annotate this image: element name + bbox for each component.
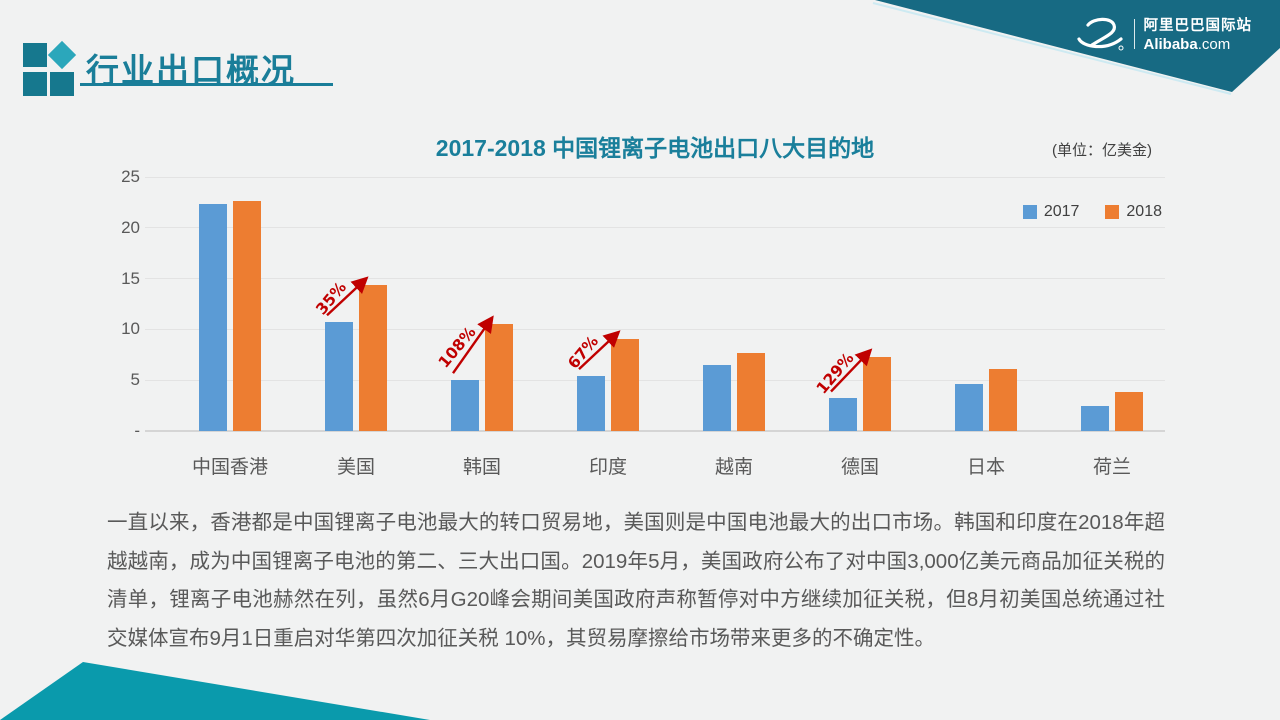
bar-2017-中国香港[interactable]: [199, 204, 227, 431]
growth-label-韩国: 108%: [434, 323, 480, 372]
header-square-2: [23, 72, 47, 96]
bar-2018-中国香港[interactable]: [233, 201, 261, 431]
bar-2018-韩国[interactable]: [485, 324, 513, 431]
page-title: 行业出口概况: [86, 52, 296, 89]
y-axis-tick-label: 10: [121, 319, 140, 339]
bar-2018-印度[interactable]: [611, 338, 639, 431]
header-square-3: [50, 72, 74, 96]
y-axis-tick-label: 5: [130, 370, 140, 390]
x-axis-line: [145, 430, 1165, 432]
y-axis-tick-label: 25: [121, 167, 140, 186]
y-axis-tick-label: 15: [121, 268, 140, 288]
x-axis-category-label: 美国: [336, 457, 375, 478]
bar-2017-韩国[interactable]: [451, 380, 479, 431]
chart-legend: 2017 2018: [1022, 203, 1162, 221]
title-underline: [80, 83, 333, 86]
legend-item-2017[interactable]: 2017: [1022, 203, 1080, 221]
brand-name-cn: 阿里巴巴国际站: [1143, 18, 1252, 34]
bar-2018-美国[interactable]: [359, 284, 387, 431]
bottom-left-triangle: [0, 662, 430, 720]
bar-2017-印度[interactable]: [577, 376, 605, 431]
header-squares-icon: [23, 40, 77, 96]
bar-2017-德国[interactable]: [829, 398, 857, 431]
body-paragraph: 一直以来，香港都是中国锂离子电池最大的转口贸易地，美国则是中国电池最大的出口市场…: [107, 511, 1165, 650]
y-axis-tick-label: 20: [121, 217, 140, 237]
x-axis-category-label: 中国香港: [191, 457, 268, 478]
bar-2018-越南[interactable]: [737, 352, 765, 431]
legend-label-2018: 2018: [1126, 203, 1162, 220]
x-axis-category-label: 越南: [714, 457, 753, 478]
bar-2017-荷兰[interactable]: [1081, 405, 1109, 431]
bar-2017-美国[interactable]: [325, 322, 353, 431]
gridline: [145, 176, 1165, 178]
alibaba-smile-icon: [1076, 17, 1123, 50]
bar-2017-日本[interactable]: [955, 384, 983, 431]
brand-lockup: 阿里巴巴国际站 Alibaba.com: [1074, 14, 1253, 53]
chart-unit-label: (单位：亿美金): [1052, 142, 1152, 159]
growth-label-印度: 67%: [564, 332, 603, 373]
gridline: [145, 379, 1165, 381]
brand-en-rest: .com: [1197, 36, 1231, 53]
legend-swatch-2017: [1022, 205, 1037, 219]
chart-title: 2017-2018 中国锂离子电池出口八大目的地: [435, 135, 875, 161]
x-axis-category-label: 韩国: [462, 457, 501, 478]
growth-label-德国: 129%: [812, 348, 858, 398]
gridline: [145, 328, 1165, 330]
bar-2018-荷兰[interactable]: [1115, 392, 1143, 431]
bar-2017-越南[interactable]: [703, 364, 731, 431]
x-axis-category-label: 德国: [840, 457, 879, 478]
legend-swatch-2018: [1105, 205, 1120, 219]
x-axis-category-label: 荷兰: [1092, 457, 1131, 478]
header-square-1: [23, 43, 47, 67]
legend-item-2018[interactable]: 2018: [1105, 203, 1162, 221]
bar-2018-日本[interactable]: [989, 369, 1017, 431]
gridline: [145, 278, 1165, 280]
brand-divider: [1133, 18, 1135, 49]
x-axis-category-label: 印度: [588, 457, 627, 478]
brand-name-en: Alibaba.com: [1144, 36, 1253, 53]
bar-2018-德国[interactable]: [863, 356, 891, 431]
gridline: [145, 227, 1165, 229]
legend-label-2017: 2017: [1043, 203, 1080, 220]
brand-en-bold: Alibaba: [1143, 36, 1198, 53]
y-axis-tick-label: -: [134, 421, 140, 440]
header-diamond: [47, 40, 77, 70]
brand-text: 阿里巴巴国际站 Alibaba.com: [1144, 14, 1253, 53]
x-axis-category-label: 日本: [966, 457, 1005, 478]
